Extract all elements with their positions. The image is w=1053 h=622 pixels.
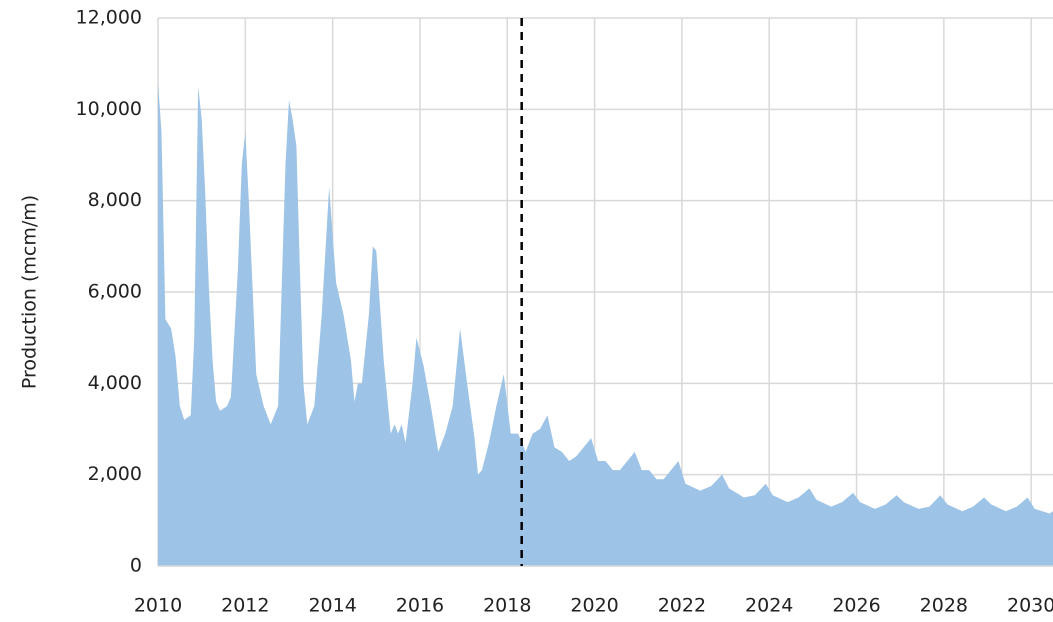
y-tick-label: 8,000 <box>88 189 142 211</box>
x-tick-label: 2020 <box>570 595 618 617</box>
x-tick-label: 2028 <box>920 595 968 617</box>
y-tick-label: 4,000 <box>88 372 142 394</box>
y-tick-label: 0 <box>130 555 142 577</box>
x-tick-label: 2016 <box>396 595 444 617</box>
area <box>158 81 1053 566</box>
x-tick-label: 2018 <box>483 595 531 617</box>
x-tick-label: 2014 <box>308 595 356 617</box>
x-tick-label: 2012 <box>221 595 269 617</box>
x-tick-label: 2026 <box>832 595 880 617</box>
y-tick-label: 10,000 <box>76 98 142 120</box>
x-tick-label: 2022 <box>658 595 706 617</box>
x-tick-label: 2024 <box>745 595 793 617</box>
x-tick-label: 2010 <box>134 595 182 617</box>
y-tick-label: 12,000 <box>76 7 142 29</box>
x-tick-label: 2030 <box>1007 595 1053 617</box>
y-tick-label: 6,000 <box>88 281 142 303</box>
y-axis-label: Production (mcm/m) <box>19 195 41 389</box>
y-tick-label: 2,000 <box>88 463 142 485</box>
